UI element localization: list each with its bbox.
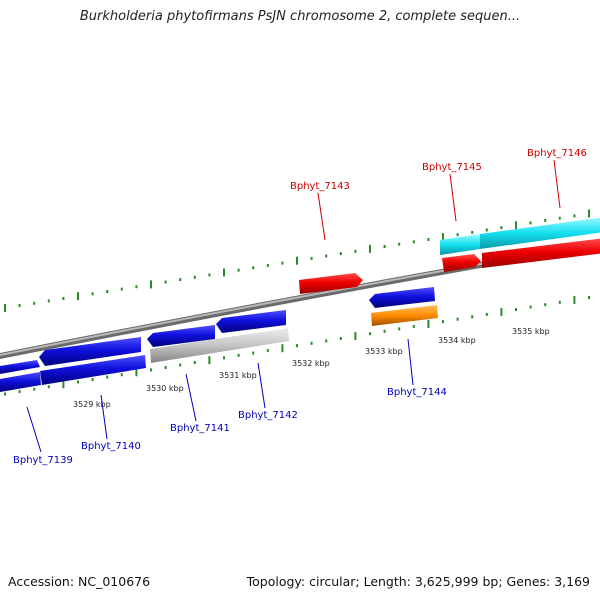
feature-blue-outer-b[interactable]	[0, 372, 41, 392]
gene-bphyt-7145[interactable]	[442, 254, 481, 272]
scale-label: 3533 kbp	[365, 347, 403, 356]
gene-bphyt-7140[interactable]	[39, 337, 141, 366]
leader-bphyt-7141	[185, 373, 197, 422]
scale-label: 3531 kbp	[219, 371, 257, 380]
leader-bphyt-7146	[553, 159, 561, 209]
forward-tick-row	[4, 209, 590, 312]
topology-text: Topology: circular; Length: 3,625,999 bp…	[246, 574, 590, 589]
scale-label: 3534 kbp	[438, 336, 476, 345]
leader-bphyt-7139	[26, 406, 42, 453]
feature-orange[interactable]	[371, 305, 438, 326]
leader-bphyt-7144	[407, 338, 414, 386]
gene-label-bphyt-7141[interactable]: Bphyt_7141	[170, 423, 230, 434]
reverse-tick-row	[4, 295, 590, 396]
scale-label: 3530 kbp	[146, 384, 184, 393]
leader-bphyt-7140	[100, 394, 108, 440]
gene-bphyt-7142[interactable]	[216, 310, 286, 333]
map-title: Burkholderia phytofirmans PsJN chromosom…	[79, 9, 521, 24]
scale-label: 3532 kbp	[292, 359, 330, 368]
scale-label: 3529 kbp	[73, 400, 111, 409]
accession-text: Accession: NC_010676	[8, 574, 151, 589]
gene-label-bphyt-7140[interactable]: Bphyt_7140	[81, 441, 141, 452]
gene-label-bphyt-7146[interactable]: Bphyt_7146	[527, 148, 587, 159]
gene-bphyt-7146[interactable]	[482, 238, 600, 268]
gene-label-bphyt-7143[interactable]: Bphyt_7143	[290, 181, 350, 192]
gene-label-bphyt-7144[interactable]: Bphyt_7144	[387, 387, 447, 398]
leader-bphyt-7142	[257, 362, 266, 409]
feature-cyan-a[interactable]	[440, 234, 480, 255]
leader-bphyt-7143	[317, 192, 326, 241]
gene-bphyt-7139[interactable]	[0, 360, 40, 374]
feature-blue-outer-a[interactable]	[40, 355, 146, 385]
feature-gray[interactable]	[150, 328, 289, 363]
gene-bphyt-7141[interactable]	[147, 325, 215, 347]
feature-cyan-b[interactable]	[480, 217, 600, 249]
gene-label-bphyt-7139[interactable]: Bphyt_7139	[13, 455, 73, 466]
gene-label-bphyt-7142[interactable]: Bphyt_7142	[238, 410, 298, 421]
leader-bphyt-7145	[449, 173, 457, 222]
scale-label: 3535 kbp	[512, 327, 550, 336]
gene-bphyt-7144[interactable]	[369, 287, 435, 308]
gene-label-bphyt-7145[interactable]: Bphyt_7145	[422, 162, 482, 173]
gene-bphyt-7143[interactable]	[299, 273, 363, 294]
